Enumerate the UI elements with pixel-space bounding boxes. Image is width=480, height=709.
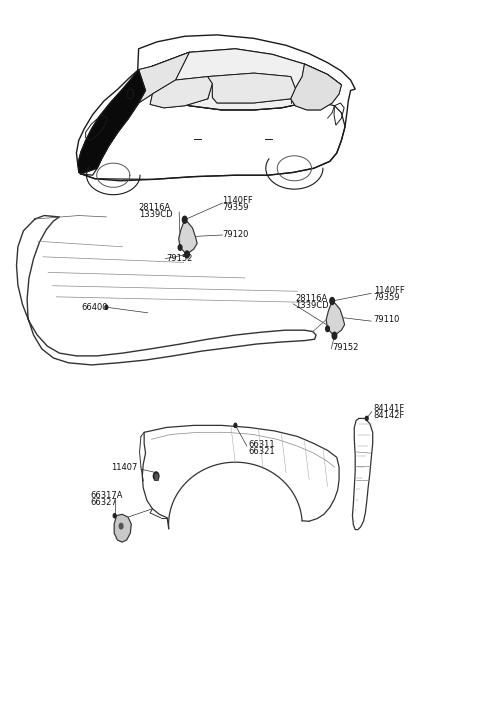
Text: 79359: 79359	[223, 203, 249, 212]
Text: 79152: 79152	[332, 343, 359, 352]
Text: 66311: 66311	[248, 440, 275, 450]
Circle shape	[185, 251, 189, 258]
Text: 66400: 66400	[81, 303, 108, 312]
Text: 66327: 66327	[90, 498, 117, 507]
Text: 1339CD: 1339CD	[139, 210, 172, 218]
Text: 1140FF: 1140FF	[373, 286, 404, 295]
Text: 79110: 79110	[373, 316, 400, 324]
Text: 79152: 79152	[166, 254, 192, 263]
Text: 66321: 66321	[248, 447, 275, 457]
Circle shape	[105, 305, 108, 309]
Polygon shape	[141, 49, 341, 110]
Polygon shape	[291, 64, 341, 110]
Text: 28116A: 28116A	[139, 203, 171, 212]
Circle shape	[332, 333, 337, 339]
Bar	[154, 473, 158, 479]
Circle shape	[182, 216, 187, 223]
Polygon shape	[208, 73, 295, 103]
Text: 84141F: 84141F	[373, 404, 405, 413]
Circle shape	[330, 298, 335, 304]
Text: 11407: 11407	[111, 463, 137, 472]
Polygon shape	[136, 52, 189, 103]
Polygon shape	[78, 69, 145, 174]
Circle shape	[365, 416, 368, 420]
Polygon shape	[114, 514, 131, 542]
Text: 1140FF: 1140FF	[223, 196, 253, 205]
Circle shape	[119, 523, 123, 529]
Polygon shape	[150, 77, 212, 108]
Text: 79120: 79120	[223, 230, 249, 240]
Text: 79359: 79359	[373, 293, 400, 302]
Text: 1339CD: 1339CD	[295, 301, 329, 311]
Circle shape	[113, 513, 116, 518]
Circle shape	[154, 472, 159, 480]
Text: 84142F: 84142F	[373, 411, 405, 420]
Text: 28116A: 28116A	[295, 294, 327, 303]
Circle shape	[234, 423, 237, 428]
Polygon shape	[179, 220, 197, 252]
Text: 66317A: 66317A	[90, 491, 123, 500]
Polygon shape	[326, 301, 345, 334]
Circle shape	[178, 245, 182, 250]
Circle shape	[326, 326, 329, 332]
